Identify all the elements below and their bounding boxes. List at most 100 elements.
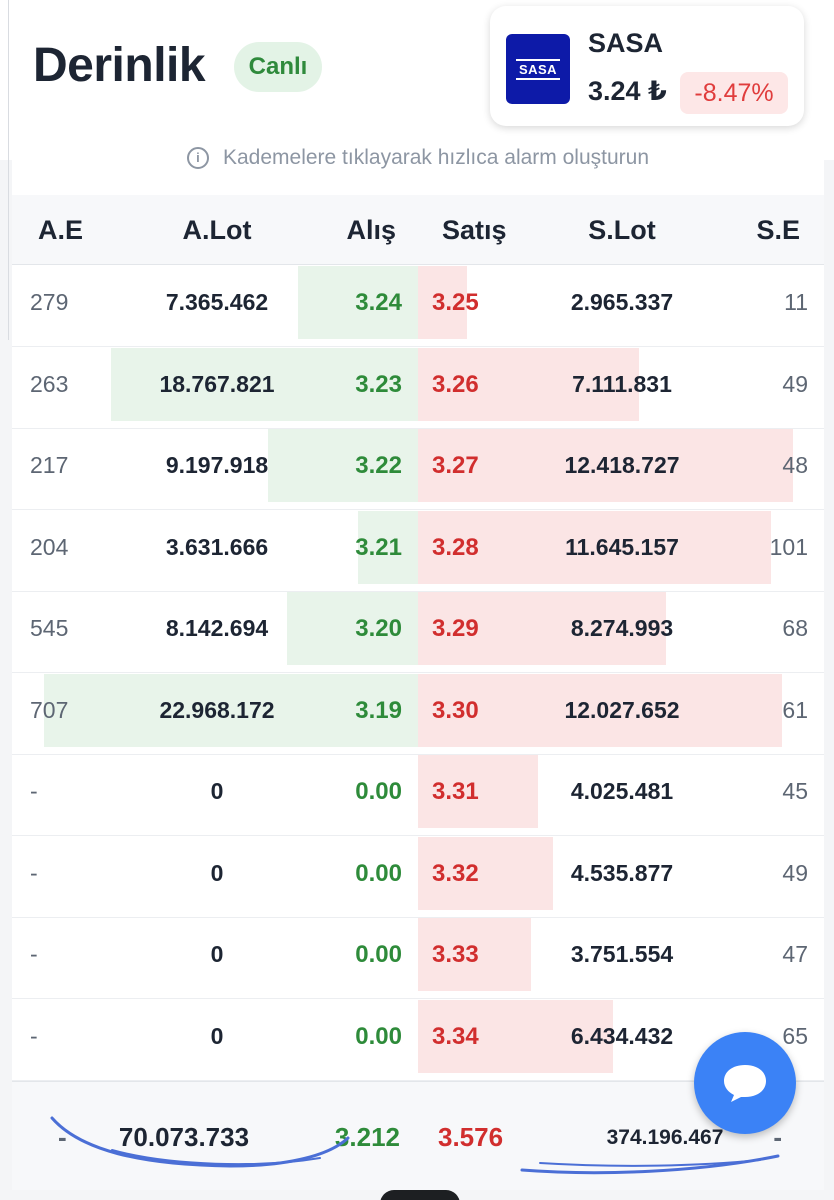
ask-volume-bar (418, 510, 771, 584)
row-alis-price: 3.24 (355, 289, 402, 316)
ask-volume-bar (418, 347, 639, 421)
row-slot: 6.434.432 (570, 1022, 674, 1049)
row-ae: 545 (30, 615, 69, 641)
bid-volume-bar (298, 266, 418, 339)
row-alot: 0 (210, 859, 224, 886)
row-se: 47 (782, 941, 808, 967)
depth-row[interactable]: - 0 0.00 3.34 6.434.432 65 (12, 999, 824, 1081)
row-slot: 11.645.157 (565, 533, 679, 560)
row-ae: 217 (30, 452, 69, 478)
row-alot: 0 (210, 1022, 224, 1049)
row-alis-price: 3.19 (355, 696, 402, 724)
column-header-se: S.E (756, 215, 800, 245)
row-alot: 9.197.918 (165, 452, 269, 478)
row-se: 11 (784, 289, 808, 315)
system-bar-edge (380, 1190, 460, 1200)
row-alot: 18.767.821 (159, 370, 275, 397)
column-header-ae: A.E (38, 215, 84, 245)
row-satis-price: 3.33 (432, 941, 479, 968)
depth-table: i Kademelere tıklayarak hızlıca alarm olu… (12, 146, 824, 1190)
depth-row[interactable]: 217 9.197.918 3.22 3.27 12.418.727 48 (12, 429, 824, 510)
row-satis-price: 3.28 (432, 533, 479, 561)
stock-symbol: SASA (588, 28, 664, 58)
row-slot: 12.418.727 (564, 452, 680, 478)
stock-card[interactable]: SASA SASA 3.24 ₺ -8.47% (490, 6, 804, 126)
depth-row[interactable]: - 0 0.00 3.33 3.751.554 47 (12, 918, 824, 999)
total-slot: 374.196.467 (606, 1126, 724, 1149)
alarm-hint: i Kademelere tıklayarak hızlıca alarm olu… (12, 146, 824, 174)
row-ae: 263 (30, 370, 69, 397)
row-alis-price: 3.22 (355, 452, 402, 479)
row-ae: 707 (30, 696, 69, 723)
row-ae: - (30, 1022, 38, 1049)
row-se: 49 (782, 859, 808, 886)
row-alot: 0 (210, 778, 224, 804)
column-header-slot: S.Lot (588, 215, 656, 245)
depth-row[interactable]: 279 7.365.462 3.24 3.25 2.965.337 11 (12, 266, 824, 347)
stock-logo-text: SASA (515, 58, 561, 80)
total-se: - (773, 1122, 782, 1152)
bid-volume-bar (268, 429, 418, 502)
chat-button[interactable] (694, 1032, 796, 1134)
row-alot: 7.365.462 (165, 289, 269, 315)
row-alis-price: 3.20 (355, 615, 402, 642)
row-ae: 279 (30, 289, 69, 315)
average-alis: 3.212 (334, 1122, 400, 1152)
row-se: 61 (782, 696, 808, 723)
ask-volume-bar (418, 836, 553, 910)
ask-volume-bar (418, 918, 531, 991)
row-ae: 204 (30, 533, 69, 560)
average-satis: 3.576 (438, 1122, 504, 1152)
row-satis-price: 3.34 (432, 1022, 479, 1050)
row-alot: 0 (210, 941, 224, 967)
row-se: 101 (769, 533, 808, 560)
row-slot: 2.965.337 (570, 289, 674, 315)
depth-row[interactable]: - 0 0.00 3.31 4.025.481 45 (12, 755, 824, 836)
row-alis-price: 0.00 (355, 941, 402, 968)
row-satis-price: 3.27 (432, 452, 479, 479)
left-divider (8, 0, 9, 340)
column-header-satis: Satış (442, 215, 507, 245)
row-satis-price: 3.30 (432, 696, 479, 724)
row-slot: 8.274.993 (570, 615, 674, 641)
row-satis-price: 3.25 (432, 289, 479, 316)
row-slot: 3.751.554 (570, 941, 674, 967)
row-ae: - (30, 859, 38, 886)
row-slot: 4.025.481 (570, 778, 674, 804)
row-satis-price: 3.29 (432, 615, 479, 642)
ask-volume-bar (418, 999, 613, 1073)
total-ae: - (58, 1122, 67, 1152)
total-alot: 70.073.733 (118, 1122, 250, 1152)
row-se: 45 (782, 778, 808, 804)
depth-row[interactable]: 545 8.142.694 3.20 3.29 8.274.993 68 (12, 592, 824, 673)
ask-volume-bar (418, 673, 782, 747)
row-ae: - (30, 941, 38, 967)
column-header-alis: Alış (346, 215, 396, 245)
bid-volume-bar (111, 347, 418, 421)
depth-row[interactable]: 263 18.767.821 3.23 3.26 7.111.831 49 (12, 347, 824, 429)
depth-row[interactable]: - 0 0.00 3.32 4.535.877 49 (12, 836, 824, 918)
row-se: 49 (782, 370, 808, 397)
row-alot: 3.631.666 (165, 533, 269, 560)
alarm-hint-text: Kademelere tıklayarak hızlıca alarm oluş… (222, 146, 650, 169)
header: Derinlik Canlı SASA SASA 3.24 ₺ -8.47% (0, 0, 834, 340)
live-badge: Canlı (234, 42, 322, 92)
info-icon: i (186, 147, 209, 170)
table-header: A.E A.Lot Alış Satış S.Lot S.E (12, 195, 824, 265)
row-alis-price: 3.23 (355, 370, 402, 398)
ask-volume-bar (418, 429, 793, 502)
bid-volume-bar (287, 592, 418, 665)
depth-row[interactable]: 204 3.631.666 3.21 3.28 11.645.157 101 (12, 510, 824, 592)
column-header-alot: A.Lot (182, 215, 252, 245)
row-satis-price: 3.32 (432, 859, 479, 887)
row-ae: - (30, 778, 38, 804)
ask-volume-bar (418, 755, 538, 828)
stock-change-badge: -8.47% (680, 72, 788, 114)
row-alis-price: 0.00 (355, 1022, 402, 1050)
depth-row[interactable]: 707 22.968.172 3.19 3.30 12.027.652 61 (12, 673, 824, 755)
bid-volume-bar (358, 510, 418, 584)
bid-volume-bar (44, 673, 418, 747)
row-slot: 7.111.831 (572, 370, 672, 397)
row-se: 68 (782, 615, 808, 641)
